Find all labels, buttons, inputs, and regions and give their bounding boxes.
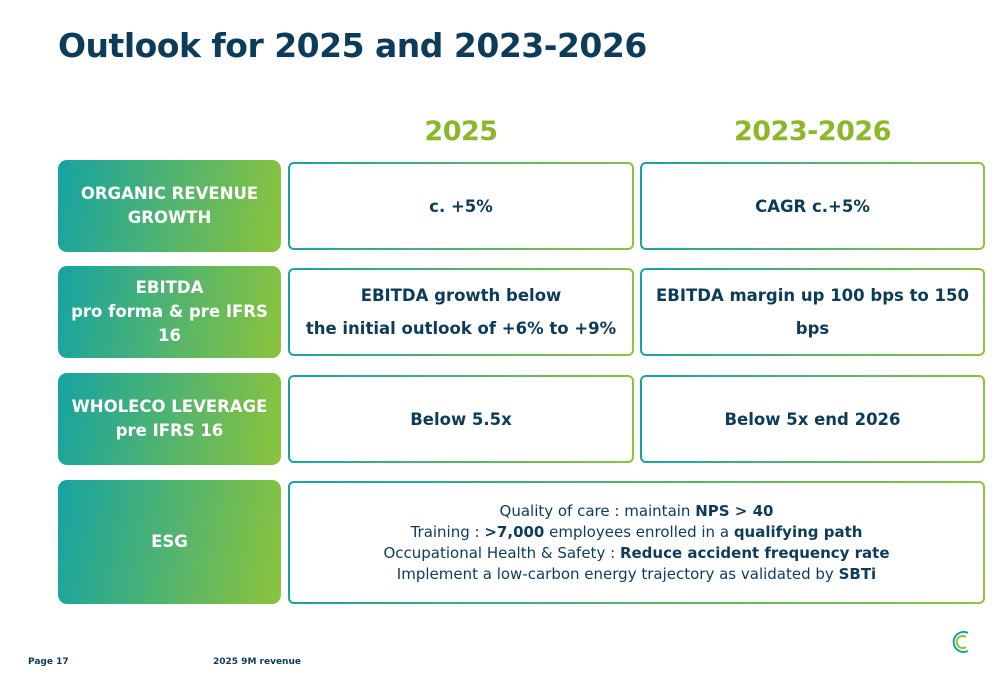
row-label: WHOLECO LEVERAGE pre IFRS 16: [58, 373, 281, 465]
row-label: EBITDA pro forma & pre IFRS 16: [58, 266, 281, 358]
row-label-line: ORGANIC REVENUE: [80, 184, 259, 203]
value-text: c. +5%: [429, 196, 493, 216]
row-label-line: ESG: [151, 532, 188, 551]
esg-text: NPS > 40: [695, 501, 774, 520]
value-text: Below 5x end 2026: [724, 409, 901, 429]
esg-text: Implement a low-carbon energy trajectory…: [396, 564, 834, 583]
esg-text: SBTi: [838, 564, 877, 583]
esg-text: Training :: [410, 522, 480, 541]
value-text: Below 5.5x: [410, 409, 512, 429]
row-label-line: EBITDA: [135, 278, 204, 297]
row-label-line: pro forma & pre IFRS 16: [71, 302, 268, 345]
row-label: ESG: [58, 480, 281, 604]
esg-text: >7,000: [484, 522, 545, 541]
esg-text: Reduce accident frequency rate: [619, 543, 890, 562]
esg-line: Quality of care : maintain NPS > 40: [500, 501, 774, 522]
row-label-line: pre IFRS 16: [115, 421, 224, 440]
column-header: 2023-2026: [734, 116, 892, 147]
esg-text: Occupational Health & Safety :: [383, 543, 616, 562]
value-text: EBITDA margin up 100 bps to 150 bps: [656, 286, 969, 338]
value-cell: c. +5%: [288, 162, 634, 250]
row-label: ORGANIC REVENUE GROWTH: [58, 160, 281, 252]
row-label-line: WHOLECO LEVERAGE: [71, 397, 268, 416]
esg-cell: Quality of care : maintain NPS > 40 Train…: [288, 481, 985, 604]
esg-text: Quality of care : maintain: [499, 501, 691, 520]
value-cell: EBITDA growth below the initial outlook o…: [288, 268, 634, 356]
document-name: 2025 9M revenue: [213, 657, 301, 667]
esg-line: Training : >7,000 employees enrolled in …: [411, 522, 863, 543]
value-text: CAGR c.+5%: [755, 196, 870, 216]
value-cell: Below 5.5x: [288, 375, 634, 463]
value-cell: EBITDA margin up 100 bps to 150 bps: [640, 268, 985, 356]
value-text: EBITDA growth below: [360, 286, 562, 305]
value-text: the initial outlook of +6% to +9%: [305, 319, 617, 338]
esg-line: Implement a low-carbon energy trajectory…: [397, 564, 876, 585]
esg-text: employees enrolled in a: [549, 522, 730, 541]
value-cell: CAGR c.+5%: [640, 162, 985, 250]
page-number: Page 17: [28, 657, 69, 667]
row-label-line: GROWTH: [127, 208, 212, 227]
esg-text: qualifying path: [733, 522, 863, 541]
slide-title: Outlook for 2025 and 2023-2026: [58, 26, 647, 65]
esg-line: Occupational Health & Safety : Reduce ac…: [383, 543, 889, 564]
logo: [952, 631, 969, 653]
column-header: 2025: [424, 116, 498, 147]
value-cell: Below 5x end 2026: [640, 375, 985, 463]
